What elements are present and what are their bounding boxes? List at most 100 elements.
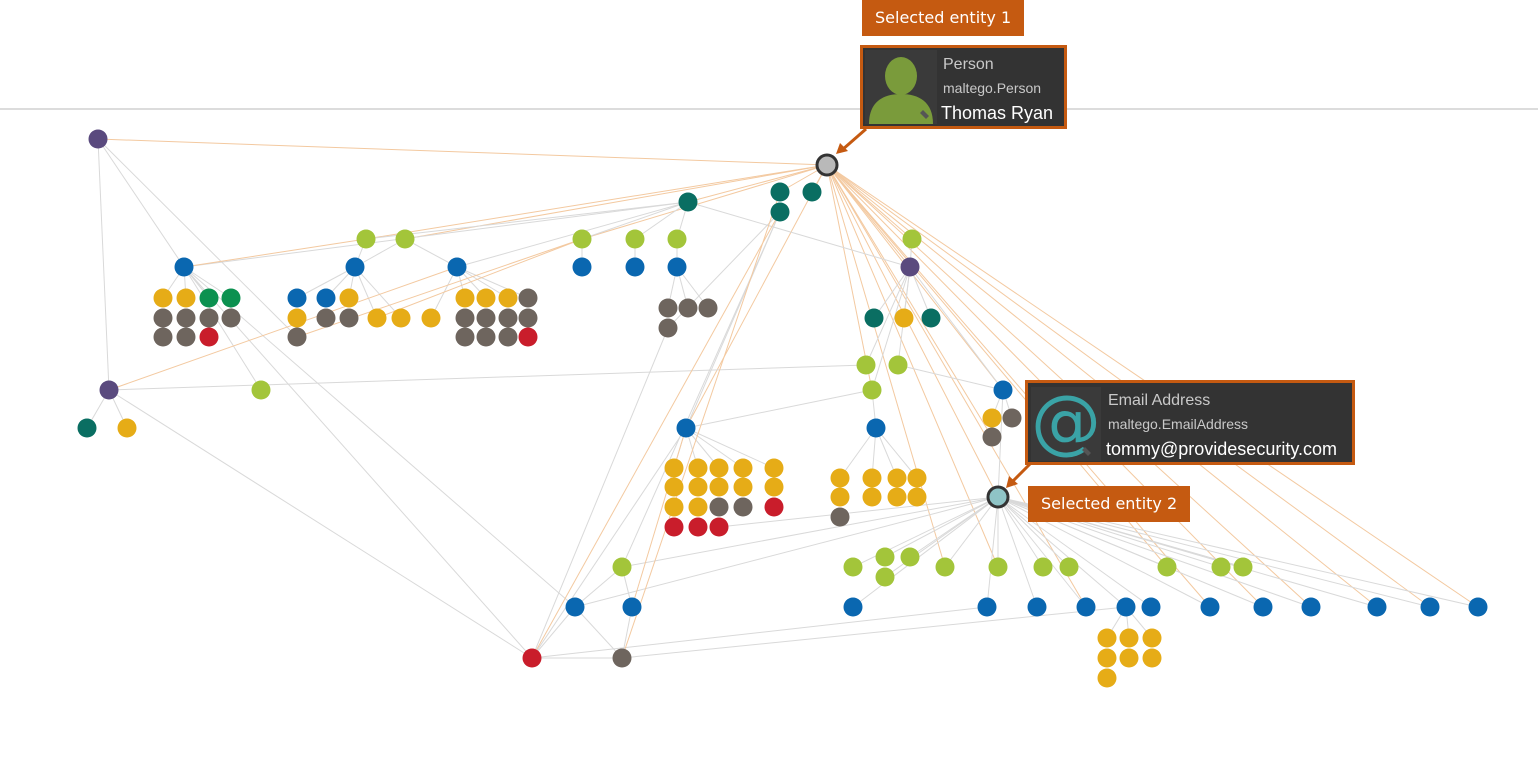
graph-node[interactable]: [887, 468, 907, 488]
graph-node[interactable]: [709, 497, 729, 517]
graph-node[interactable]: [455, 288, 475, 308]
graph-node[interactable]: [572, 257, 592, 277]
graph-node[interactable]: [88, 129, 108, 149]
graph-node[interactable]: [988, 557, 1008, 577]
graph-node[interactable]: [1027, 597, 1047, 617]
graph-node[interactable]: [733, 477, 753, 497]
graph-node[interactable]: [688, 458, 708, 478]
graph-node[interactable]: [875, 567, 895, 587]
graph-node[interactable]: [77, 418, 97, 438]
graph-node[interactable]: [907, 487, 927, 507]
graph-node[interactable]: [251, 380, 271, 400]
graph-node[interactable]: [287, 327, 307, 347]
graph-node[interactable]: [421, 308, 441, 328]
graph-node[interactable]: [900, 547, 920, 567]
graph-node[interactable]: [764, 477, 784, 497]
graph-node[interactable]: [1033, 557, 1053, 577]
graph-node[interactable]: [764, 458, 784, 478]
graph-node[interactable]: [875, 547, 895, 567]
graph-node[interactable]: [1211, 557, 1231, 577]
graph-node[interactable]: [802, 182, 822, 202]
graph-node[interactable]: [667, 257, 687, 277]
graph-node[interactable]: [894, 308, 914, 328]
graph-node[interactable]: [476, 288, 496, 308]
graph-node[interactable]: [287, 308, 307, 328]
graph-node[interactable]: [982, 427, 1002, 447]
graph-node[interactable]: [176, 308, 196, 328]
graph-node[interactable]: [658, 298, 678, 318]
graph-node[interactable]: [221, 308, 241, 328]
graph-node[interactable]: [625, 229, 645, 249]
graph-node[interactable]: [888, 355, 908, 375]
graph-node[interactable]: [688, 517, 708, 537]
graph-node[interactable]: [709, 517, 729, 537]
graph-node[interactable]: [498, 288, 518, 308]
graph-node[interactable]: [676, 418, 696, 438]
graph-node[interactable]: [1119, 648, 1139, 668]
graph-node[interactable]: [1142, 648, 1162, 668]
graph-node[interactable]: [678, 192, 698, 212]
graph-node[interactable]: [476, 308, 496, 328]
graph-node[interactable]: [921, 308, 941, 328]
graph-node[interactable]: [612, 648, 632, 668]
graph-node[interactable]: [476, 327, 496, 347]
graph-node[interactable]: [764, 497, 784, 517]
graph-node[interactable]: [518, 327, 538, 347]
graph-node[interactable]: [1367, 597, 1387, 617]
graph-node[interactable]: [770, 202, 790, 222]
graph-node[interactable]: [622, 597, 642, 617]
graph-node[interactable]: [678, 298, 698, 318]
graph-node[interactable]: [887, 487, 907, 507]
graph-node[interactable]: [199, 327, 219, 347]
graph-node[interactable]: [287, 288, 307, 308]
graph-node[interactable]: [625, 257, 645, 277]
graph-node[interactable]: [176, 288, 196, 308]
graph-node[interactable]: [498, 327, 518, 347]
graph-node[interactable]: [356, 229, 376, 249]
graph-node[interactable]: [1142, 628, 1162, 648]
graph-node[interactable]: [733, 497, 753, 517]
graph-node[interactable]: [1420, 597, 1440, 617]
graph-node[interactable]: [688, 477, 708, 497]
graph-node[interactable]: [339, 308, 359, 328]
graph-node[interactable]: [518, 288, 538, 308]
graph-node[interactable]: [982, 408, 1002, 428]
graph-node[interactable]: [176, 327, 196, 347]
graph-node[interactable]: [316, 288, 336, 308]
graph-node[interactable]: [117, 418, 137, 438]
graph-node[interactable]: [664, 458, 684, 478]
graph-node[interactable]: [199, 288, 219, 308]
graph-node[interactable]: [572, 229, 592, 249]
entity-card-person[interactable]: Person maltego.Person Thomas Ryan: [860, 45, 1067, 129]
graph-node[interactable]: [1119, 628, 1139, 648]
graph-node[interactable]: [199, 308, 219, 328]
graph-node[interactable]: [843, 557, 863, 577]
graph-node[interactable]: [1233, 557, 1253, 577]
graph-node[interactable]: [830, 487, 850, 507]
entity-card-email[interactable]: @ Email Address maltego.EmailAddress tom…: [1025, 380, 1355, 465]
graph-node[interactable]: [862, 380, 882, 400]
graph-node[interactable]: [843, 597, 863, 617]
graph-node[interactable]: [612, 557, 632, 577]
graph-node[interactable]: [339, 288, 359, 308]
graph-node[interactable]: [977, 597, 997, 617]
graph-node[interactable]: [856, 355, 876, 375]
graph-node[interactable]: [174, 257, 194, 277]
graph-node[interactable]: [658, 318, 678, 338]
graph-node[interactable]: [667, 229, 687, 249]
graph-node[interactable]: [1097, 628, 1117, 648]
graph-node[interactable]: [1253, 597, 1273, 617]
graph-node[interactable]: [565, 597, 585, 617]
graph-node[interactable]: [688, 497, 708, 517]
graph-node[interactable]: [345, 257, 365, 277]
graph-node[interactable]: [1076, 597, 1096, 617]
graph-node[interactable]: [153, 327, 173, 347]
graph-node[interactable]: [862, 468, 882, 488]
graph-node[interactable]: [866, 418, 886, 438]
graph-node[interactable]: [1141, 597, 1161, 617]
graph-node[interactable]: [664, 497, 684, 517]
graph-node[interactable]: [522, 648, 542, 668]
graph-node[interactable]: [1002, 408, 1022, 428]
graph-node[interactable]: [498, 308, 518, 328]
